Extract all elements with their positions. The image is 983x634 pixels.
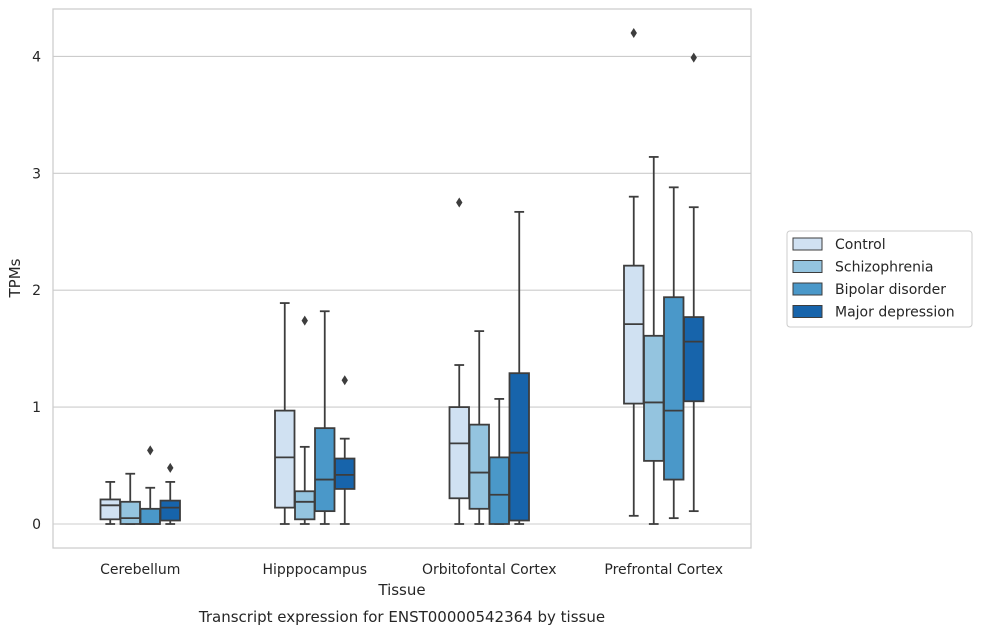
box-bipolar-disorder — [314, 310, 336, 525]
box-control — [623, 28, 645, 517]
box-iqr — [663, 296, 685, 481]
legend-label: Schizophrenia — [835, 260, 933, 276]
box-iqr — [508, 372, 530, 522]
x-tick-label: Orbitofontal Cortex — [422, 562, 557, 578]
box-iqr — [643, 334, 665, 462]
outlier-point — [301, 315, 308, 326]
box-schizophrenia — [119, 472, 141, 525]
box-major-depression — [159, 462, 181, 525]
box-control — [274, 302, 296, 525]
box-iqr — [99, 498, 121, 521]
box-iqr — [139, 507, 161, 525]
chart-caption: Transcript expression for ENST0000054236… — [198, 608, 605, 626]
box-control — [448, 197, 470, 525]
box-iqr — [314, 427, 336, 513]
legend-label: Major depression — [835, 305, 955, 321]
box-schizophrenia — [643, 156, 665, 525]
box-iqr — [623, 264, 645, 405]
y-tick-label: 1 — [32, 400, 41, 416]
y-tick-label: 2 — [32, 283, 41, 299]
box-schizophrenia — [468, 330, 490, 525]
box-iqr — [488, 456, 510, 525]
box-iqr — [448, 406, 470, 500]
legend-swatch — [792, 237, 823, 251]
box-major-depression — [683, 52, 705, 513]
gridlines — [53, 55, 751, 525]
legend-swatch — [792, 260, 823, 273]
box-major-depression — [508, 210, 530, 525]
plot-area-frame — [52, 8, 752, 549]
x-tick-label: Hipppocampus — [262, 562, 367, 578]
x-axis-label: Tissue — [377, 581, 425, 599]
legend-label: Bipolar disorder — [835, 282, 946, 298]
box-major-depression — [334, 375, 356, 525]
box-iqr — [159, 499, 181, 522]
box-iqr — [294, 490, 316, 521]
x-axis-ticks: Cerebellum Hipppocampus Orbitofontal Corte… — [100, 562, 723, 578]
legend-swatch — [792, 305, 823, 318]
outlier-point — [630, 28, 637, 39]
box-bipolar-disorder — [139, 445, 161, 525]
box-iqr — [334, 457, 356, 490]
y-axis-ticks: 0 1 2 3 4 — [32, 49, 41, 533]
outlier-point — [167, 462, 174, 473]
legend-swatch — [792, 282, 823, 296]
outlier-point — [456, 197, 463, 208]
y-tick-label: 0 — [32, 517, 41, 533]
box-control — [99, 481, 121, 525]
outlier-point — [690, 52, 697, 63]
outlier-point — [147, 445, 154, 456]
box-bipolar-disorder — [663, 186, 685, 520]
legend: Control Schizophrenia Bipolar disorder Majo… — [786, 230, 973, 328]
outlier-point — [341, 375, 348, 386]
x-tick-label: Cerebellum — [100, 562, 180, 578]
y-axis-label: TPMs — [6, 258, 24, 298]
box-iqr — [119, 500, 141, 525]
box-iqr — [468, 423, 490, 510]
legend-frame — [786, 230, 973, 328]
legend-label: Control — [835, 237, 886, 253]
y-tick-label: 4 — [32, 49, 41, 65]
box-bipolar-disorder — [488, 398, 510, 525]
box-schizophrenia — [294, 315, 316, 525]
y-tick-label: 3 — [32, 166, 41, 182]
boxes — [99, 28, 705, 525]
box-iqr — [274, 409, 296, 509]
x-tick-label: Prefrontal Cortex — [604, 562, 723, 578]
box-iqr — [683, 316, 705, 403]
